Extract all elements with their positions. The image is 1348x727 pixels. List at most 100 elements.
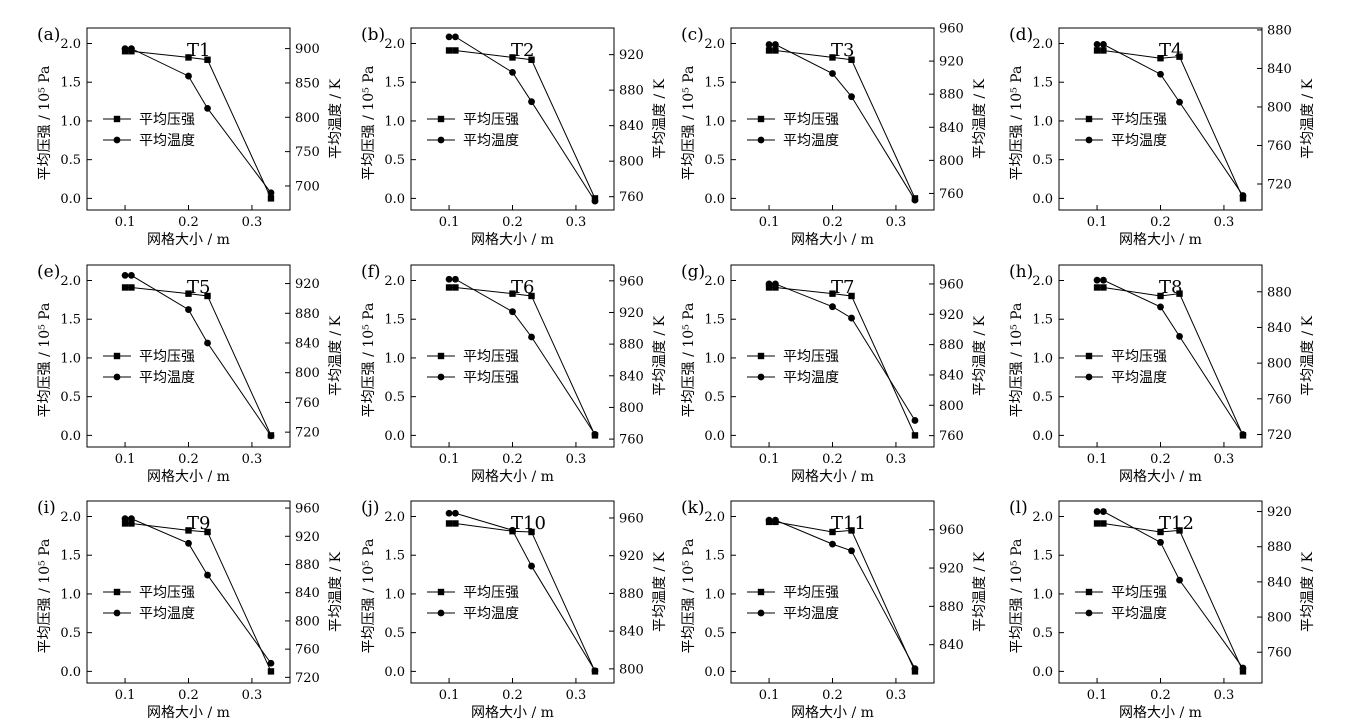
right-tick-label: 840 [1267,321,1292,336]
panel-letter: (h) [1009,262,1033,282]
data-point-circle [509,526,516,534]
right-tick-label: 760 [295,643,320,658]
right-axis-label: 平均温度 / K [652,78,668,159]
data-point-square [185,54,192,61]
left-tick-label: 0.0 [1032,429,1053,444]
data-point-square [528,56,535,63]
subplot-t9: 0.1 0.2 0.3 0.0 0.5 1.0 1.5 2.0 720 760 800 840 880 9… [37,498,344,721]
left-tick-label: 2.0 [1032,274,1053,289]
left-axis-label: 平均压强 / 10⁵ Pa [681,66,697,181]
left-tick-label: 2.0 [704,510,725,525]
data-point-circle [1100,276,1107,284]
x-tick-label: 0.1 [439,215,460,230]
left-tick-label: 2.0 [384,274,405,289]
legend-marker-circle [757,136,765,144]
right-tick-label: 920 [939,308,964,323]
right-tick-label: 960 [939,277,964,292]
right-tick-label: 800 [619,401,644,416]
x-tick-label: 0.3 [1214,688,1235,703]
x-tick-label: 0.1 [759,215,780,230]
right-tick-label: 800 [619,662,644,677]
data-point-circle [1100,40,1107,48]
right-tick-label: 880 [1267,285,1292,300]
x-tick-label: 0.2 [178,688,199,703]
left-tick-label: 1.5 [60,313,81,328]
x-tick-label: 0.3 [1214,452,1235,467]
left-tick-label: 1.5 [704,76,725,91]
data-point-square [848,292,855,300]
right-tick-label: 840 [619,369,644,384]
x-tick-label: 0.1 [115,452,136,467]
x-tick-label: 0.2 [502,452,523,467]
left-axis-label: 平均压强 / 10⁵ Pa [1009,66,1025,181]
panel-title: T1 [187,40,210,61]
data-point-square [528,292,535,300]
data-point-circle [591,430,599,438]
left-tick-label: 2.0 [60,274,81,289]
data-point-circle [528,562,535,570]
left-tick-label: 0.0 [704,429,725,444]
data-point-square [204,292,211,300]
x-axis-label: 网格大小 / m [147,469,230,485]
data-point-circle [591,667,599,675]
left-tick-label: 0.0 [704,665,725,680]
x-tick-label: 0.1 [115,688,136,703]
right-tick-label: 800 [1267,357,1292,372]
left-axis-label: 平均压强 / 10⁵ Pa [37,303,53,418]
left-tick-label: 0.5 [1032,390,1053,405]
right-tick-label: 760 [939,187,964,202]
panel-letter: (i) [37,498,56,518]
left-tick-label: 1.0 [60,114,81,129]
legend-marker-circle [1085,136,1093,144]
data-point-circle [1239,192,1247,199]
right-axis-label: 平均温度 / K [328,315,344,396]
right-tick-label: 960 [295,502,320,517]
left-tick-label: 0.5 [1032,153,1053,168]
x-axis-label: 网格大小 / m [147,232,230,248]
left-axis-label: 平均压强 / 10⁵ Pa [1009,303,1025,418]
x-tick-label: 0.3 [566,215,587,230]
x-tick-label: 0.3 [242,452,263,467]
left-axis-label: 平均压强 / 10⁵ Pa [1009,539,1025,654]
left-tick-label: 1.5 [384,76,405,91]
data-point-square [128,284,135,291]
left-axis-label: 平均压强 / 10⁵ Pa [361,303,377,418]
panel-title: T3 [831,40,854,61]
right-axis-label: 平均温度 / K [972,78,988,159]
legend-marker-circle [113,609,121,617]
data-point-square [267,668,275,675]
x-axis-label: 网格大小 / m [791,469,874,485]
legend-marker-circle [113,373,121,381]
legend-label: 平均温度 [783,606,839,622]
data-point-square [765,284,773,291]
left-axis-label: 平均压强 / 10⁵ Pa [37,66,53,181]
legend-marker-circle [1085,609,1093,617]
left-tick-label: 0.5 [1032,626,1053,641]
legend-label: 平均压强 [139,349,195,365]
right-tick-label: 760 [619,190,644,205]
data-point-circle [911,196,919,204]
right-tick-label: 920 [619,48,644,63]
legend-label: 平均温度 [783,133,839,149]
data-point-circle [765,516,773,524]
data-point-circle [528,98,535,106]
right-tick-label: 920 [295,277,320,292]
right-tick-label: 800 [295,111,320,126]
right-tick-label: 920 [939,562,964,577]
x-axis-label: 网格大小 / m [1119,232,1202,248]
data-point-circle [452,509,459,517]
panel-title: T10 [511,513,546,534]
right-tick-label: 840 [939,121,964,136]
data-point-square [829,528,836,536]
left-tick-label: 1.5 [704,313,725,328]
right-tick-label: 760 [295,396,320,411]
left-tick-label: 0.0 [1032,192,1053,207]
data-point-square [528,528,535,536]
data-point-circle [848,314,855,322]
legend-label: 平均温度 [1111,370,1167,386]
x-axis-label: 网格大小 / m [147,705,230,721]
data-point-circle [1157,538,1164,546]
data-point-square [1100,284,1107,291]
data-point-circle [1093,508,1101,515]
x-tick-label: 0.2 [822,215,843,230]
